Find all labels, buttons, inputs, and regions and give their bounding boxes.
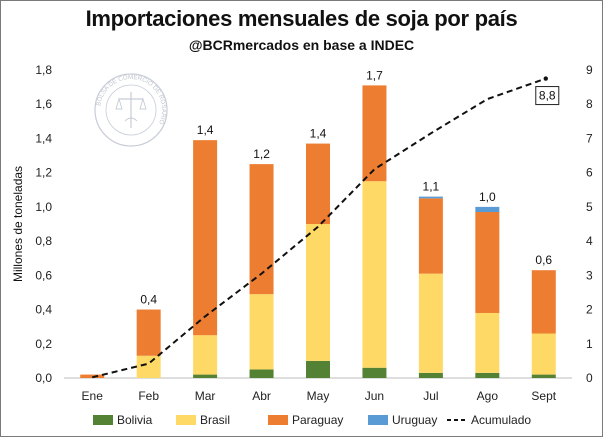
bar-bolivia [306, 360, 330, 378]
y2-tick-label: 2 [586, 303, 593, 317]
bar-total-label: 1,0 [479, 190, 496, 204]
x-tick-label: Mar [195, 389, 216, 403]
cumulative-end-label: 8,8 [539, 89, 556, 103]
y2-tick-label: 4 [586, 234, 593, 248]
y2-tick-label: 9 [586, 63, 593, 77]
chart-subtitle: @BCRmercados en base a INDEC [188, 37, 415, 53]
bar-paraguay [418, 198, 443, 274]
x-tick-label: May [307, 389, 330, 403]
bar-uruguay [475, 206, 500, 213]
legend-label: Brasil [200, 413, 230, 427]
bar-paraguay [193, 140, 218, 336]
y-tick-label: 0,2 [35, 337, 52, 351]
y-tick-label: 1,0 [35, 200, 52, 214]
chart-title: Importaciones mensuales de soja por país [85, 6, 518, 31]
bar-total-label: 1,7 [366, 68, 383, 82]
bar-bolivia [249, 369, 274, 378]
bar-bolivia [531, 374, 556, 378]
x-tick-label: Jun [365, 389, 384, 403]
bar-brasil [531, 333, 556, 375]
legend-label: Uruguay [392, 413, 437, 427]
bar-paraguay [475, 212, 500, 313]
y-tick-label: 1,2 [35, 166, 52, 180]
y2-tick-label: 6 [586, 166, 593, 180]
y2-tick-label: 8 [586, 97, 593, 111]
y-tick-label: 1,4 [35, 131, 52, 145]
cumulative-end-marker [543, 76, 548, 81]
bar-total-label: 1,4 [197, 123, 214, 137]
cumulative-line [91, 77, 547, 379]
y-tick-label: 0,4 [35, 303, 52, 317]
bar-brasil [362, 181, 387, 368]
bar-bolivia [475, 372, 500, 378]
cumulative-end-label-box [535, 86, 560, 106]
legend-swatch-bolivia [93, 415, 113, 425]
bar-bolivia [362, 367, 387, 378]
bar-brasil [306, 224, 330, 361]
legend-label: Bolivia [117, 413, 153, 427]
bar-total-label: 1,2 [253, 147, 270, 161]
y2-tick-label: 0 [586, 371, 593, 385]
y2-tick-label: 7 [586, 131, 593, 145]
y-tick-label: 0,6 [35, 268, 52, 282]
y-axis-title: Millones de toneladas [11, 166, 25, 282]
bar-brasil [475, 312, 500, 373]
bar-brasil [193, 335, 218, 375]
x-tick-label: Sept [531, 389, 556, 403]
bar-uruguay [418, 196, 443, 199]
bcr-logo-watermark: BOLSA DE COMERCIO DE ROSARIO [94, 73, 168, 147]
bar-paraguay [249, 164, 274, 295]
y2-tick-label: 1 [586, 337, 593, 351]
bar-paraguay [531, 270, 556, 334]
bar-paraguay [362, 85, 387, 182]
x-tick-label: Ago [477, 389, 499, 403]
bar-brasil [136, 355, 161, 378]
legend-swatch-uruguay [368, 415, 388, 425]
bar-total-label: 1,1 [423, 180, 440, 194]
bar-brasil [249, 294, 274, 370]
legend-swatch-brasil [176, 415, 196, 425]
bar-total-label: 1,4 [310, 127, 327, 141]
bar-bolivia [418, 372, 443, 378]
x-tick-label: Jul [423, 389, 438, 403]
y2-tick-label: 5 [586, 200, 593, 214]
x-tick-label: Ene [82, 389, 104, 403]
y-tick-label: 0,0 [35, 371, 52, 385]
bar-total-label: 0,6 [535, 253, 552, 267]
legend-label: Acumulado [471, 413, 531, 427]
bar-total-label: 0,4 [140, 293, 157, 307]
x-tick-label: Abr [252, 389, 271, 403]
legend-swatch-paraguay [268, 415, 288, 425]
bar-paraguay [136, 309, 161, 356]
bar-paraguay [306, 143, 330, 224]
y-tick-label: 0,8 [35, 234, 52, 248]
y-tick-label: 1,6 [35, 97, 52, 111]
x-tick-label: Feb [138, 389, 159, 403]
legend-label: Paraguay [292, 413, 343, 427]
bar-brasil [418, 273, 443, 373]
y-tick-label: 1,8 [35, 63, 52, 77]
y2-tick-label: 3 [586, 268, 593, 282]
bar-bolivia [193, 374, 218, 378]
